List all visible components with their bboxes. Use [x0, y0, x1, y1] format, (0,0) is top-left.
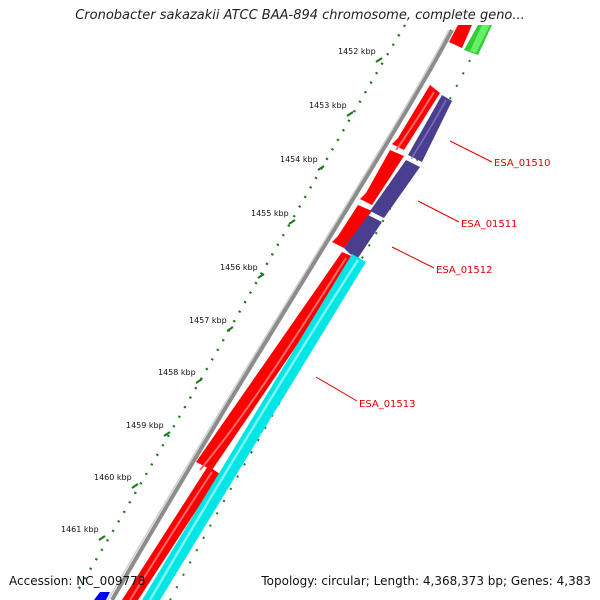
reverse-cds-track-b	[142, 254, 366, 600]
tick-mark	[195, 378, 203, 384]
cds-feature	[344, 215, 382, 258]
tick-label: 1457 kbp	[189, 316, 227, 325]
tick-mark	[226, 326, 234, 332]
tick-mark	[131, 483, 139, 489]
cds-feature-top	[449, 25, 472, 48]
cds-feature	[122, 466, 220, 600]
tick-mark	[98, 535, 106, 541]
tick-mark	[288, 219, 296, 225]
tick-label: 1460 kbp	[94, 473, 132, 482]
tick-label: 1456 kbp	[220, 263, 258, 272]
gene-leader-line	[449, 140, 493, 163]
tick-mark	[163, 431, 171, 437]
tick-label: 1461 kbp	[61, 525, 99, 534]
cds-feature	[196, 252, 356, 470]
tick-track	[76, 24, 407, 591]
backbone	[110, 29, 454, 600]
map-title: Cronobacter sakazakii ATCC BAA-894 chrom…	[75, 8, 525, 23]
tick-label: 1452 kbp	[338, 47, 376, 56]
cds-feature-blue	[94, 592, 110, 600]
tick-label: 1453 kbp	[309, 101, 347, 110]
tick-label: 1455 kbp	[251, 209, 289, 218]
tick-label: 1454 kbp	[280, 155, 318, 164]
cds-feature	[360, 150, 404, 205]
tick-mark	[375, 57, 383, 63]
gene-leader-line	[417, 200, 460, 223]
cds-feature	[332, 205, 372, 248]
cds-highlight	[148, 259, 360, 600]
cds-highlight	[395, 91, 435, 151]
gene-label: ESA_01510	[494, 158, 551, 169]
gene-labels: ESA_01510 ESA_01511 ESA_01512 ESA_01513	[315, 140, 551, 410]
tick-label: 1458 kbp	[158, 368, 196, 377]
topology-summary: Topology: circular; Length: 4,368,373 bp…	[261, 574, 591, 588]
tick-label: 1459 kbp	[126, 421, 164, 430]
gene-label: ESA_01511	[461, 219, 518, 230]
cds-highlight	[129, 471, 213, 600]
cds-feature-green-hl	[470, 25, 490, 53]
gene-label: ESA_01513	[359, 399, 416, 410]
gene-leader-line	[315, 376, 358, 402]
tick-labels: 1452 kbp 1453 kbp 1454 kbp 1455 kbp 1456…	[61, 47, 383, 541]
backbone-highlight	[107, 29, 450, 600]
tick-mark	[257, 273, 265, 279]
tick-mark	[317, 165, 325, 171]
gene-leader-line	[391, 246, 435, 269]
forward-cds-track	[122, 85, 440, 600]
accession-label: Accession: NC_009778	[9, 574, 146, 588]
cds-feature	[370, 160, 420, 218]
tick-mark	[346, 111, 354, 117]
cds-highlight	[199, 257, 347, 471]
gene-label: ESA_01512	[436, 265, 493, 276]
reverse-cds-track-a	[344, 95, 452, 258]
